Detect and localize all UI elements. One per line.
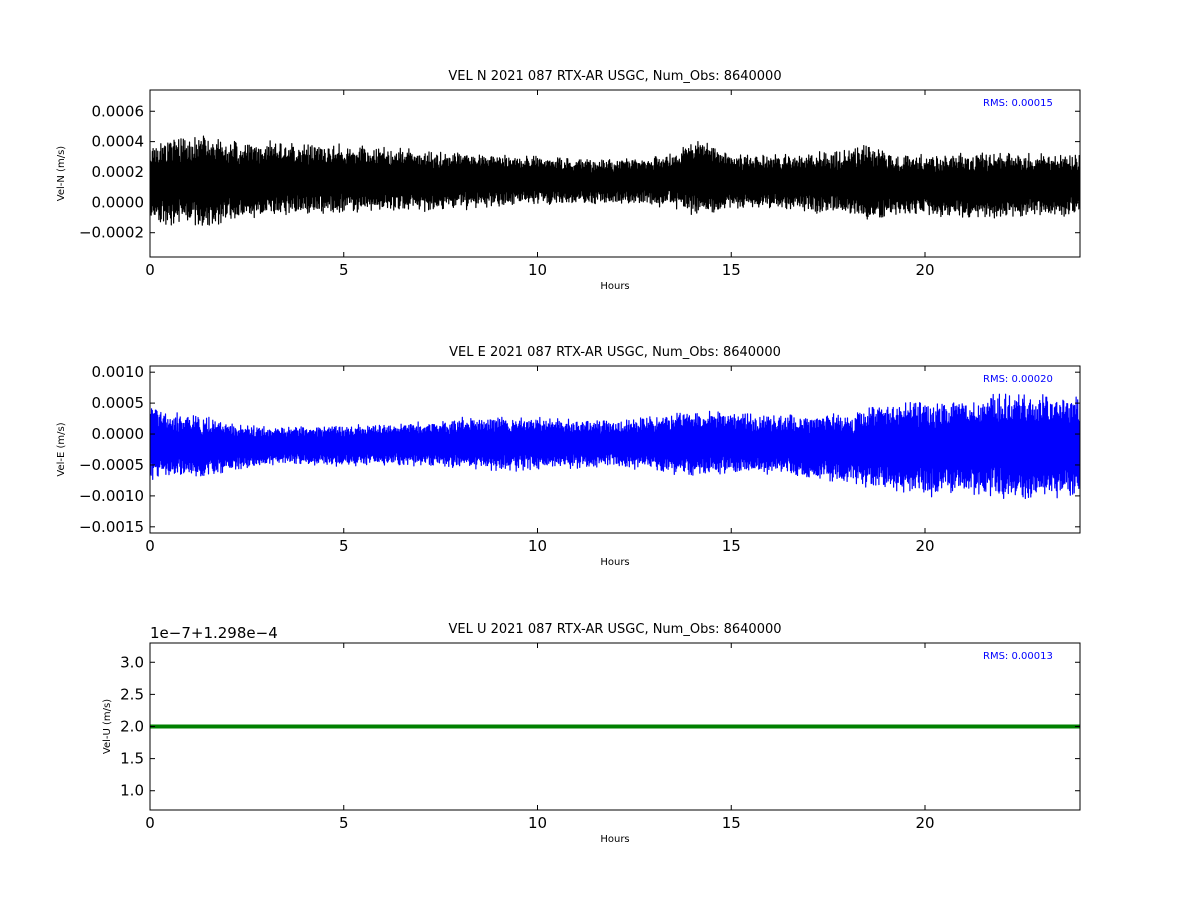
y-tick-label-1-1: −0.0010 bbox=[79, 487, 144, 505]
x-tick-label-0-1: 5 bbox=[339, 261, 349, 279]
axes-frame-0 bbox=[149, 89, 1081, 258]
plot-area-1 bbox=[150, 393, 1080, 500]
y-tick-label-1-5: 0.0010 bbox=[92, 363, 145, 381]
x-tick-label-1-2: 10 bbox=[528, 537, 547, 555]
y-tick-label-2-4: 3.0 bbox=[120, 653, 144, 671]
y-tick-label-0-4: 0.0006 bbox=[92, 102, 145, 120]
panel-1: 0 5 10 15 20 −0.0015 −0.0010 −0.0005 0.0000 0.000… bbox=[56, 345, 1081, 568]
x-tick-label-1-3: 15 bbox=[722, 537, 741, 555]
rms-annotation-1: RMS: 0.00020 bbox=[983, 374, 1053, 385]
offset-label-2: 1e−7+1.298e−4 bbox=[150, 624, 278, 642]
x-tick-label-0-4: 20 bbox=[915, 261, 934, 279]
x-axis-label-0: Hours bbox=[600, 281, 629, 292]
x-tick-label-0-0: 0 bbox=[145, 261, 155, 279]
y-tick-label-0-0: −0.0002 bbox=[79, 224, 144, 242]
panel-2: 0 5 10 15 20 1.0 1.5 2.0 2.5 3.0 VEL U 2021 087 RT… bbox=[102, 622, 1081, 845]
series-line-0-0 bbox=[150, 135, 1080, 226]
panels: 0 5 10 15 20 −0.0002 0.0000 0.0002 0.0004 0.0006 V… bbox=[56, 69, 1081, 845]
y-tick-label-1-2: −0.0005 bbox=[79, 456, 144, 474]
x-tick-label-0-2: 10 bbox=[528, 261, 547, 279]
y-tick-label-1-3: 0.0000 bbox=[92, 425, 145, 443]
axes-frame-1 bbox=[149, 365, 1081, 534]
y-tick-label-2-0: 1.0 bbox=[120, 782, 144, 800]
chart-title-1: VEL E 2021 087 RTX-AR USGC, Num_Obs: 864… bbox=[449, 345, 781, 360]
rms-annotation-0: RMS: 0.00015 bbox=[983, 98, 1053, 109]
x-tick-label-2-2: 10 bbox=[528, 814, 547, 832]
x-tick-label-2-4: 20 bbox=[915, 814, 934, 832]
x-tick-label-1-4: 20 bbox=[915, 537, 934, 555]
y-axis-label-1: Vel-E (m/s) bbox=[56, 422, 67, 476]
x-tick-label-0-3: 15 bbox=[722, 261, 741, 279]
y-tick-label-0-3: 0.0004 bbox=[92, 133, 145, 151]
y-tick-label-0-2: 0.0002 bbox=[92, 163, 145, 181]
y-tick-label-1-4: 0.0005 bbox=[92, 394, 145, 412]
y-axis-label-0: Vel-N (m/s) bbox=[56, 146, 67, 201]
plot-area-0 bbox=[150, 135, 1080, 226]
x-tick-label-1-0: 0 bbox=[145, 537, 155, 555]
y-tick-label-2-2: 2.0 bbox=[120, 718, 144, 736]
rms-annotation-2: RMS: 0.00013 bbox=[983, 651, 1053, 662]
x-tick-label-2-3: 15 bbox=[722, 814, 741, 832]
chart-title-0: VEL N 2021 087 RTX-AR USGC, Num_Obs: 864… bbox=[448, 69, 781, 84]
x-axis-label-2: Hours bbox=[600, 834, 629, 845]
x-axis-label-1: Hours bbox=[600, 557, 629, 568]
y-tick-label-2-1: 1.5 bbox=[120, 750, 144, 768]
series-line-1-0 bbox=[150, 393, 1080, 500]
x-tick-label-2-1: 5 bbox=[339, 814, 349, 832]
panel-0: 0 5 10 15 20 −0.0002 0.0000 0.0002 0.0004 0.0006 V… bbox=[56, 69, 1081, 292]
y-axis-label-2: Vel-U (m/s) bbox=[102, 699, 113, 754]
x-tick-label-1-1: 5 bbox=[339, 537, 349, 555]
y-tick-label-1-0: −0.0015 bbox=[79, 518, 144, 536]
chart-title-2: VEL U 2021 087 RTX-AR USGC, Num_Obs: 864… bbox=[448, 622, 781, 637]
y-tick-label-2-3: 2.5 bbox=[120, 685, 144, 703]
y-tick-label-0-1: 0.0000 bbox=[92, 193, 145, 211]
x-tick-label-2-0: 0 bbox=[145, 814, 155, 832]
